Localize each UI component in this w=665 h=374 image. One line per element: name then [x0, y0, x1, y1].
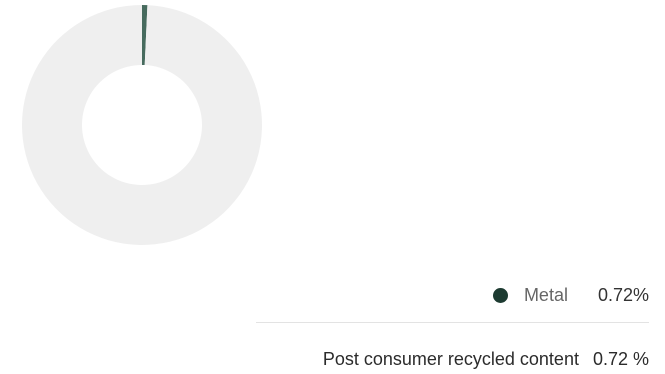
summary-value: 0.72 % [592, 348, 649, 369]
legend-item-metal: Metal 0.72% [492, 278, 649, 312]
divider [256, 322, 649, 323]
donut-chart [22, 5, 262, 245]
summary-label: Post consumer recycled content [322, 348, 579, 369]
donut-slice-remainder [22, 5, 262, 245]
donut-slice-metal [142, 5, 148, 66]
summary-row: Post consumer recycled content 0.72 % [323, 344, 649, 374]
legend-value: 0.72% [597, 284, 649, 305]
legend-dot [492, 287, 508, 303]
legend-label: Metal [523, 284, 568, 305]
